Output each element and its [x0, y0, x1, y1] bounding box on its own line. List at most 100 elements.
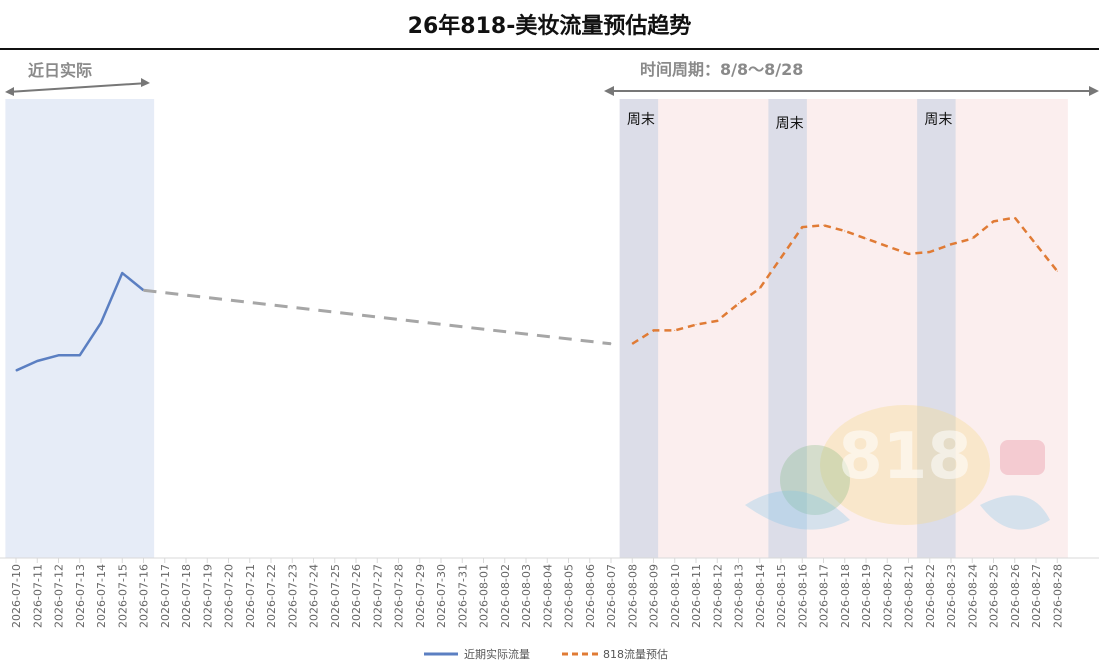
series-point-dashed	[1035, 243, 1037, 245]
series-point-solid	[15, 370, 17, 372]
period-arrow-head-left	[604, 86, 614, 96]
series-point-dashed	[886, 245, 888, 247]
series-point-solid	[121, 272, 123, 274]
weekend-band	[917, 99, 956, 558]
series-point-dashed	[993, 220, 994, 222]
x-tick-label: 2026-07-18	[180, 564, 193, 628]
x-tick-label: 2026-08-05	[563, 564, 576, 628]
series-point-dashed	[631, 343, 633, 345]
x-tick-label: 2026-08-06	[584, 564, 597, 628]
x-tick-label: 2026-07-26	[350, 564, 363, 628]
series-point-dashed	[971, 238, 973, 240]
x-tick-label: 2026-08-12	[711, 564, 724, 628]
x-tick-label: 2026-07-23	[286, 564, 299, 628]
svg-text:818: 818	[838, 420, 972, 494]
x-tick-label: 2026-08-08	[626, 564, 639, 628]
x-tick-label: 2026-08-15	[775, 564, 788, 628]
x-tick-label: 2026-08-17	[818, 564, 831, 628]
series-point-dashed	[759, 287, 761, 289]
series-line-dashed	[631, 216, 1059, 345]
x-tick-label: 2026-08-19	[860, 564, 873, 628]
x-tick-label: 2026-08-03	[520, 564, 533, 628]
background-bands	[5, 99, 1068, 558]
x-tick-label: 2026-08-09	[648, 564, 661, 628]
series-point-solid	[100, 322, 102, 324]
series-point-dashed	[1014, 217, 1016, 219]
x-tick-label: 2026-08-07	[605, 564, 618, 628]
series-point-dashed	[695, 324, 697, 326]
x-tick-label: 2026-08-18	[839, 564, 852, 628]
series-point-connector	[143, 289, 144, 291]
title-divider	[0, 48, 1099, 50]
series-point-dashed	[801, 226, 803, 228]
x-tick-label: 2026-08-02	[499, 564, 512, 628]
x-tick-label: 2026-08-20	[881, 564, 894, 628]
x-tick-label: 2026-08-01	[478, 564, 491, 628]
series-point-dashed	[738, 303, 739, 305]
x-tick-label: 2026-07-12	[53, 564, 66, 628]
arrow-head-right	[141, 78, 150, 87]
weekend-label: 周末	[776, 116, 804, 132]
x-tick-label: 2026-07-30	[435, 564, 448, 628]
series-point-solid	[79, 354, 81, 356]
x-tick-label: 2026-07-28	[393, 564, 406, 628]
legend: 近期实际流量 818流量预估	[424, 647, 668, 661]
series-point-dashed	[823, 224, 824, 226]
x-tick-label: 2026-08-27	[1030, 564, 1043, 628]
x-tick-label: 2026-07-14	[95, 564, 108, 628]
x-tick-label: 2026-07-13	[74, 564, 87, 628]
period-label: 时间周期：8/8～8/28	[640, 60, 803, 79]
x-tick-label: 2026-07-27	[371, 564, 384, 628]
weekend-band	[619, 99, 659, 558]
series-point-dashed	[929, 251, 931, 253]
weekend-band	[768, 99, 807, 558]
x-tick-label: 2026-07-11	[31, 564, 44, 628]
x-tick-label: 2026-07-31	[456, 564, 469, 628]
x-tick-label: 2026-08-24	[966, 564, 979, 628]
x-tick-label: 2026-08-26	[1009, 564, 1022, 628]
x-tick-label: 2026-07-25	[329, 564, 342, 628]
series-point-dashed	[716, 320, 718, 322]
period-arrow-head-right	[1089, 86, 1099, 96]
x-tick-label: 2026-08-21	[903, 564, 916, 628]
legend-actual-label: 近期实际流量	[464, 647, 530, 661]
x-tick-label: 2026-07-20	[223, 564, 236, 628]
x-tick-label: 2026-08-28	[1051, 564, 1064, 628]
x-tick-label: 2026-08-22	[924, 564, 937, 628]
x-tick-label: 2026-08-14	[754, 564, 767, 628]
actual-period-band	[5, 99, 155, 558]
recent-actual-label: 近日实际	[28, 61, 92, 80]
series-point-dashed	[844, 230, 846, 232]
x-tick-label: 2026-07-15	[116, 564, 129, 628]
x-tick-label: 2026-07-10	[10, 564, 23, 628]
recent-actual-arrow	[7, 82, 149, 93]
series-point-dashed	[908, 253, 909, 255]
series-point-solid	[58, 354, 59, 356]
x-tick-label: 2026-07-21	[244, 564, 257, 628]
weekend-label: 周末	[924, 112, 952, 128]
series-point-dashed	[674, 329, 676, 331]
chart-title: 26年818-美妆流量预估趋势	[407, 14, 692, 39]
arrow-head-left	[5, 87, 14, 96]
x-tick-label: 2026-07-19	[201, 564, 214, 628]
x-tick-label: 2026-07-24	[308, 564, 321, 628]
x-tick-label: 2026-08-04	[541, 564, 554, 628]
x-tick-label: 2026-07-22	[265, 564, 278, 628]
x-tick-label: 2026-08-11	[690, 564, 703, 628]
series-point-dashed	[780, 257, 782, 259]
series-point-dashed	[865, 238, 867, 240]
series-point-connector	[610, 343, 612, 345]
x-tick-label: 2026-07-17	[159, 564, 172, 628]
series-point-dashed	[950, 243, 952, 245]
legend-forecast-label: 818流量预估	[603, 647, 668, 661]
forecast-period-band	[621, 99, 1068, 558]
x-tick-label: 2026-08-13	[733, 564, 746, 628]
x-tick-label: 2026-07-16	[138, 564, 151, 628]
x-tick-label: 2026-08-10	[669, 564, 682, 628]
series-line-connector	[143, 288, 612, 346]
series-point-solid	[36, 360, 38, 362]
weekend-labels: 周末 周末 周末	[627, 112, 953, 132]
x-axis: 2026-07-10 2026-07-11 2026-07-12 2026-07-13…	[0, 557, 1099, 628]
plot-lines	[15, 216, 1059, 372]
